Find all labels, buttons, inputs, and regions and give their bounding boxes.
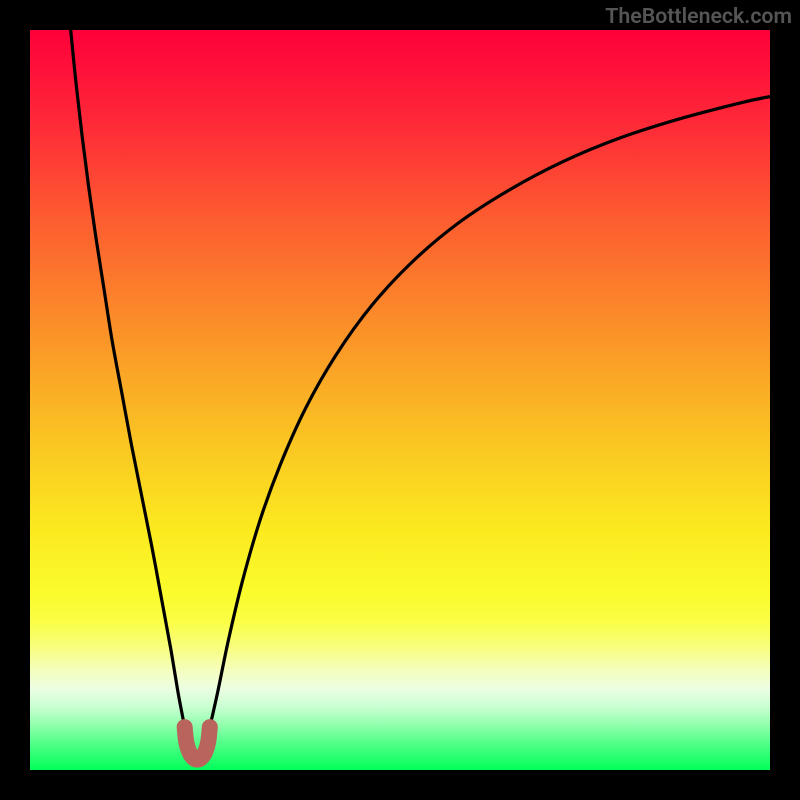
bottleneck-chart [30, 30, 770, 770]
figure-canvas: TheBottleneck.com [0, 0, 800, 800]
plot-background [30, 30, 770, 770]
watermark-text: TheBottleneck.com [605, 4, 792, 29]
plot-area [30, 30, 770, 770]
